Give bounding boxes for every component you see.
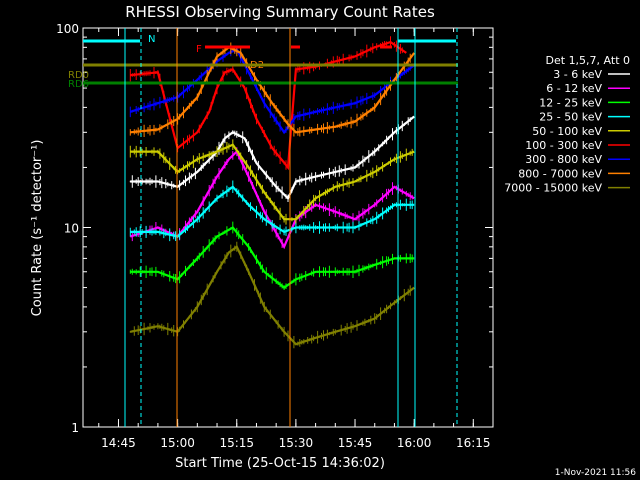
legend-label-1: 3 - 6 keV <box>553 68 602 81</box>
legend-label-8: 800 - 7000 keV <box>518 167 602 180</box>
legend-title: Det 1,5,7, Att 0 <box>546 54 630 67</box>
series-noise-9 <box>129 241 413 349</box>
x-tick-label: 15:30 <box>279 436 314 450</box>
y-tick-label: 1 <box>71 421 79 435</box>
series-noise-3 <box>129 221 413 290</box>
legend-label-9: 7000 - 15000 keV <box>504 182 602 195</box>
y-tick-label: 10 <box>64 222 79 236</box>
chart-title: RHESSI Observing Summary Count Rates <box>125 3 435 21</box>
x-tick-label: 16:00 <box>397 436 432 450</box>
flag-label-n: N <box>148 34 155 45</box>
flag-label-f: F <box>196 44 202 55</box>
x-tick-label: 15:15 <box>219 436 254 450</box>
legend-label-4: 25 - 50 keV <box>539 111 602 124</box>
series-noise-1 <box>129 117 413 202</box>
series-noise-6 <box>129 36 405 170</box>
flag-label-rd0: RD0 <box>68 70 89 81</box>
x-axis-label: Start Time (25-Oct-15 14:36:02) <box>175 456 385 471</box>
legend-label-5: 50 - 100 keV <box>532 125 602 138</box>
series-noise-2 <box>129 147 413 248</box>
flag-label-rd6: RD6 <box>68 79 89 90</box>
legend-label-6: 100 - 300 keV <box>525 139 602 152</box>
y-tick-label: 100 <box>56 22 79 36</box>
x-tick-label: 15:00 <box>160 436 195 450</box>
x-tick-label: 14:45 <box>101 436 136 450</box>
x-tick-label: 15:45 <box>338 436 373 450</box>
series-noise-8 <box>129 42 413 137</box>
legend-label-2: 6 - 12 keV <box>546 82 602 95</box>
y-axis-label: Count Rate (s⁻¹ detector⁻¹) <box>30 140 45 317</box>
legend-label-7: 300 - 800 keV <box>525 153 602 166</box>
x-tick-label: 16:15 <box>456 436 491 450</box>
footer-date: 1-Nov-2021 11:56 <box>555 468 637 478</box>
legend-label-3: 12 - 25 keV <box>539 96 602 109</box>
